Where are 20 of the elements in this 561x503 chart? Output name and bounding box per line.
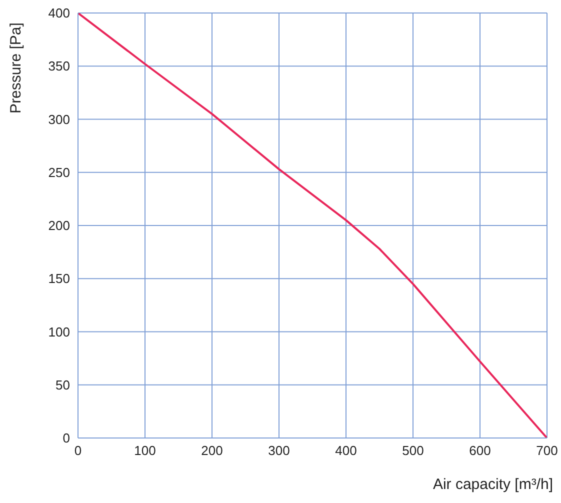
y-tick-label: 250 bbox=[48, 164, 70, 180]
line-series bbox=[78, 13, 547, 438]
x-tick-label: 600 bbox=[469, 443, 491, 458]
y-tick-label: 50 bbox=[56, 377, 70, 392]
y-tick-label: 350 bbox=[48, 58, 70, 74]
x-tick-label: 400 bbox=[335, 443, 357, 458]
y-tick-label: 0 bbox=[62, 430, 70, 446]
y-tick-label: 100 bbox=[48, 324, 70, 340]
x-tick-label: 300 bbox=[268, 443, 290, 458]
y-tick-label: 150 bbox=[48, 271, 70, 286]
x-tick-label: 700 bbox=[536, 443, 558, 458]
y-tick-label: 200 bbox=[48, 218, 70, 234]
x-tick-label: 200 bbox=[201, 443, 223, 458]
x-tick-label: 0 bbox=[74, 443, 82, 458]
y-axis-title: Pressure [Pa] bbox=[8, 22, 24, 114]
x-axis-title: Air capacity [m³/h] bbox=[432, 476, 553, 493]
y-tick-label: 400 bbox=[48, 6, 70, 21]
x-tick-label: 500 bbox=[402, 443, 424, 458]
x-tick-label: 100 bbox=[134, 443, 156, 458]
y-tick-label: 300 bbox=[48, 112, 70, 127]
